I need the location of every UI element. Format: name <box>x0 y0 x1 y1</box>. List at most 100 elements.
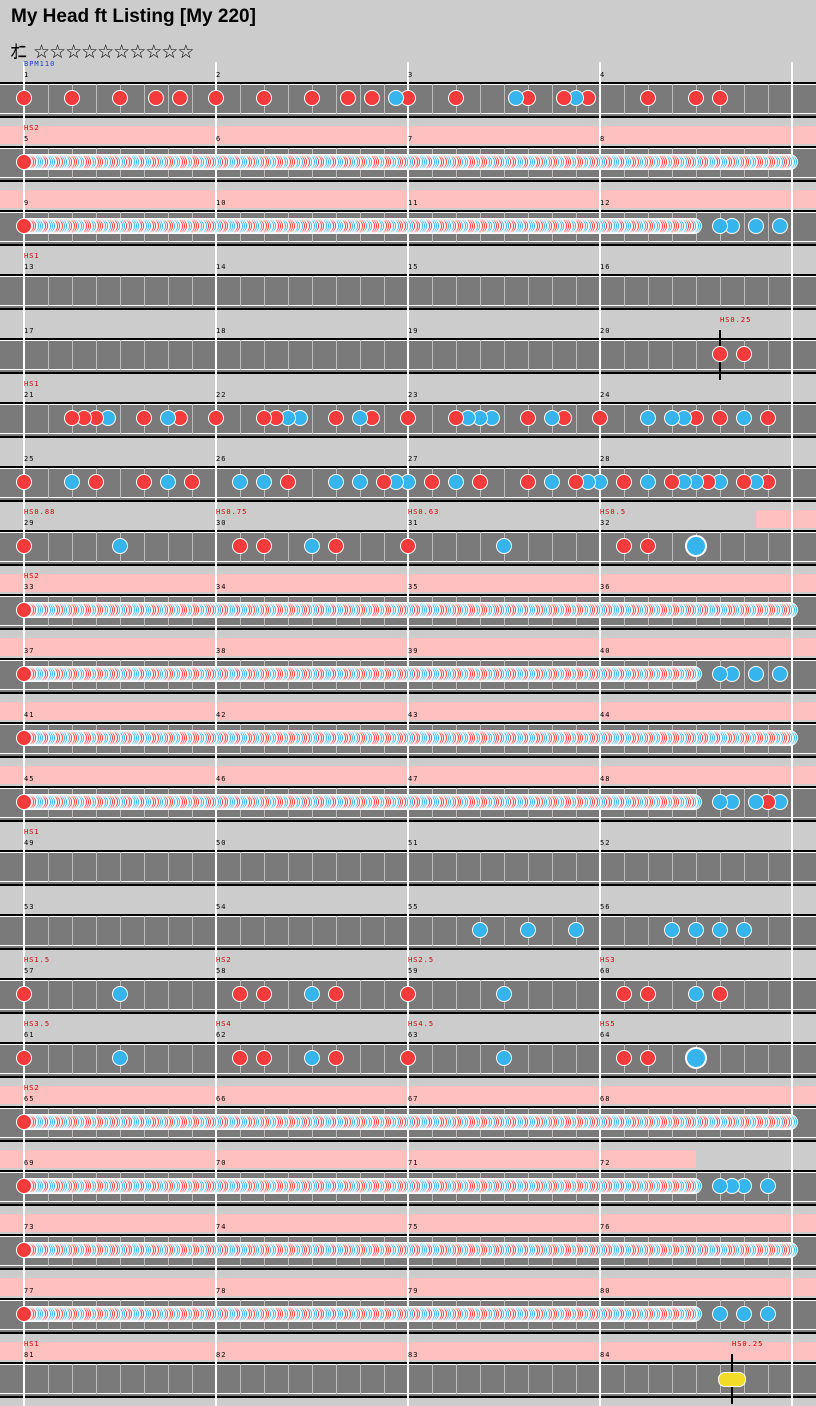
don-note <box>736 474 752 490</box>
ka-note <box>712 666 728 682</box>
beat-line <box>144 340 145 370</box>
measure-number: 58 <box>216 967 226 975</box>
don-note <box>400 1050 416 1066</box>
beat-line <box>144 916 145 946</box>
don-note <box>520 474 536 490</box>
ka-note <box>712 922 728 938</box>
beat-line <box>48 852 49 882</box>
measure-number: 10 <box>216 199 226 207</box>
scroll-speed-label: HS0.5 <box>600 508 626 516</box>
beat-line <box>72 340 73 370</box>
measure-number: 46 <box>216 775 226 783</box>
don-note <box>664 474 680 490</box>
don-note <box>208 410 224 426</box>
beat-line <box>432 916 433 946</box>
scroll-speed-label: HS4.5 <box>408 1020 434 1028</box>
beat-line <box>720 1044 721 1074</box>
measure-bar <box>791 62 793 126</box>
ka-note <box>664 922 680 938</box>
beat-line <box>504 340 505 370</box>
measure-number: 57 <box>24 967 34 975</box>
beat-line <box>480 1044 481 1074</box>
beat-line <box>744 980 745 1010</box>
beat-line <box>336 84 337 114</box>
big-ka-note <box>685 535 707 557</box>
measure-number: 37 <box>24 647 34 655</box>
beat-line <box>240 84 241 114</box>
beat-line <box>432 276 433 306</box>
beat-line <box>480 532 481 562</box>
measure-bar <box>791 894 793 958</box>
beat-line <box>72 980 73 1010</box>
measure-number: 13 <box>24 263 34 271</box>
beat-line <box>288 1044 289 1074</box>
scroll-speed-label: HS4 <box>216 1020 232 1028</box>
beat-line <box>432 1044 433 1074</box>
measure-number: 56 <box>600 903 610 911</box>
measure-bar <box>791 254 793 318</box>
measure-number: 1 <box>24 71 29 79</box>
beat-line <box>168 84 169 114</box>
don-note <box>112 90 128 106</box>
measure-number: 25 <box>24 455 34 463</box>
measure-number: 15 <box>408 263 418 271</box>
beat-line <box>744 84 745 114</box>
beat-line <box>768 276 769 306</box>
beat-line <box>312 916 313 946</box>
beat-line <box>120 852 121 882</box>
measure-number: 48 <box>600 775 610 783</box>
beat-line <box>720 532 721 562</box>
beat-line <box>768 852 769 882</box>
beat-line <box>528 340 529 370</box>
don-note <box>328 410 344 426</box>
beat-line <box>48 340 49 370</box>
beat-line <box>192 980 193 1010</box>
scroll-speed-label: HS0.75 <box>216 508 247 516</box>
measure-bar <box>791 830 793 894</box>
beat-line <box>720 852 721 882</box>
measure-number: 43 <box>408 711 418 719</box>
measure-number: 53 <box>24 903 34 911</box>
measure-number: 2 <box>216 71 221 79</box>
ka-note <box>736 1306 752 1322</box>
beat-line <box>552 84 553 114</box>
don-note <box>16 218 32 234</box>
measure-bar <box>791 1150 793 1214</box>
scroll-speed-label: HS0.88 <box>24 508 55 516</box>
don-note <box>640 986 656 1002</box>
don-note <box>556 90 572 106</box>
don-note <box>424 474 440 490</box>
scroll-speed-label: HS3 <box>600 956 616 964</box>
measure-number: 45 <box>24 775 34 783</box>
beat-line <box>336 340 337 370</box>
measure-number: 16 <box>600 263 610 271</box>
beat-line <box>672 980 673 1010</box>
scroll-speed-label: HS0.25 <box>720 316 751 324</box>
beat-line <box>624 276 625 306</box>
measure-number: 5 <box>24 135 29 143</box>
ka-note <box>760 1178 776 1194</box>
measure-number: 18 <box>216 327 226 335</box>
beat-line <box>504 468 505 498</box>
measure-number: 78 <box>216 1287 226 1295</box>
measure-number: 47 <box>408 775 418 783</box>
beat-line <box>744 1044 745 1074</box>
don-note <box>448 410 464 426</box>
beat-line <box>192 1044 193 1074</box>
don-note <box>16 602 32 618</box>
don-note <box>16 986 32 1002</box>
beat-line <box>672 340 673 370</box>
measure-number: 12 <box>600 199 610 207</box>
ka-note <box>568 922 584 938</box>
measure-number: 61 <box>24 1031 34 1039</box>
measure-number: 63 <box>408 1031 418 1039</box>
beat-line <box>312 852 313 882</box>
measure-number: 24 <box>600 391 610 399</box>
beat-line <box>384 84 385 114</box>
don-note <box>16 1242 32 1258</box>
beat-line <box>480 852 481 882</box>
